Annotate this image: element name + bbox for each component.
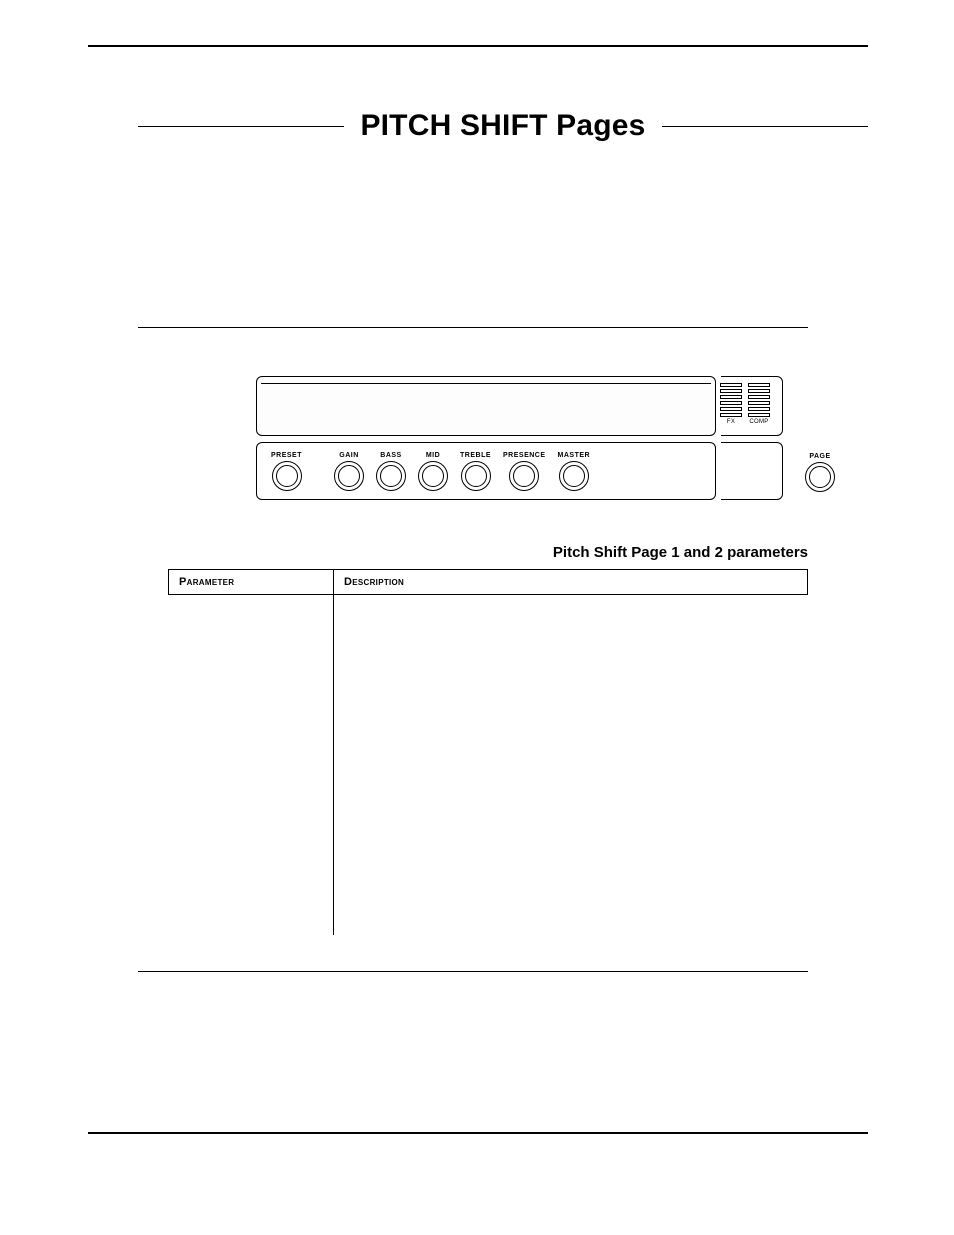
- section-rule-lower: [138, 971, 808, 972]
- page-knob: [805, 462, 835, 492]
- knob-label: PRESENCE: [503, 452, 546, 459]
- gain-knob: [334, 461, 364, 491]
- presence-knob: [509, 461, 539, 491]
- knob-group-presence: PRESENCE: [503, 452, 546, 491]
- title-rule-left: [138, 126, 344, 127]
- knob-label: TREBLE: [460, 452, 491, 459]
- device-display-panel: FX COMP: [256, 376, 716, 436]
- mid-knob: [418, 461, 448, 491]
- knob-group-mid: MID: [418, 452, 448, 491]
- bass-knob: [376, 461, 406, 491]
- title-rule-right: [662, 126, 868, 127]
- treble-knob: [461, 461, 491, 491]
- bottom-horizontal-rule: [88, 1132, 868, 1134]
- indicator-col-fx: FX: [720, 383, 742, 425]
- document-page: PITCH SHIFT Pages FX: [88, 45, 868, 1134]
- table-cell-parameter: [169, 595, 334, 935]
- indicator-label-comp: COMP: [748, 419, 770, 425]
- page-knob-label: PAGE: [809, 453, 830, 460]
- device-illustration: FX COMP PAGE: [256, 376, 716, 500]
- device-knob-right-cap: PAGE: [721, 442, 783, 500]
- knob-label: GAIN: [339, 452, 359, 459]
- indicator-label-fx: FX: [720, 419, 742, 425]
- table-cell-description: [334, 595, 808, 935]
- table-header-parameter: Parameter: [169, 570, 334, 595]
- preset-knob: [272, 461, 302, 491]
- table-row: [169, 595, 808, 935]
- title-row: PITCH SHIFT Pages: [138, 109, 868, 143]
- knob-group-gain: GAIN: [334, 452, 364, 491]
- table-header-description: Description: [334, 570, 808, 595]
- knob-label: BASS: [380, 452, 401, 459]
- indicator-bars: FX COMP: [720, 383, 776, 425]
- table-header-row: Parameter Description: [169, 570, 808, 595]
- knob-group-bass: BASS: [376, 452, 406, 491]
- indicator-col-comp: COMP: [748, 383, 770, 425]
- knob-group-master: MASTER: [558, 452, 591, 491]
- knob-group-treble: TREBLE: [460, 452, 491, 491]
- knob-group-preset: PRESET: [271, 452, 302, 491]
- parameters-table: Parameter Description: [168, 569, 808, 935]
- section-rule: [138, 327, 808, 328]
- top-horizontal-rule: [88, 45, 868, 47]
- page-knob-group: PAGE: [792, 443, 848, 501]
- master-knob: [559, 461, 589, 491]
- knob-label: PRESET: [271, 452, 302, 459]
- display-inner-line: [261, 383, 711, 384]
- knob-label: MID: [426, 452, 440, 459]
- knob-label: MASTER: [558, 452, 591, 459]
- device-display-right-cap: FX COMP: [721, 376, 783, 436]
- page-title: PITCH SHIFT Pages: [360, 109, 645, 143]
- table-caption: Pitch Shift Page 1 and 2 parameters: [138, 544, 808, 561]
- device-knob-panel: PAGE PRESET GAIN BASS MID TREBLE: [256, 442, 716, 500]
